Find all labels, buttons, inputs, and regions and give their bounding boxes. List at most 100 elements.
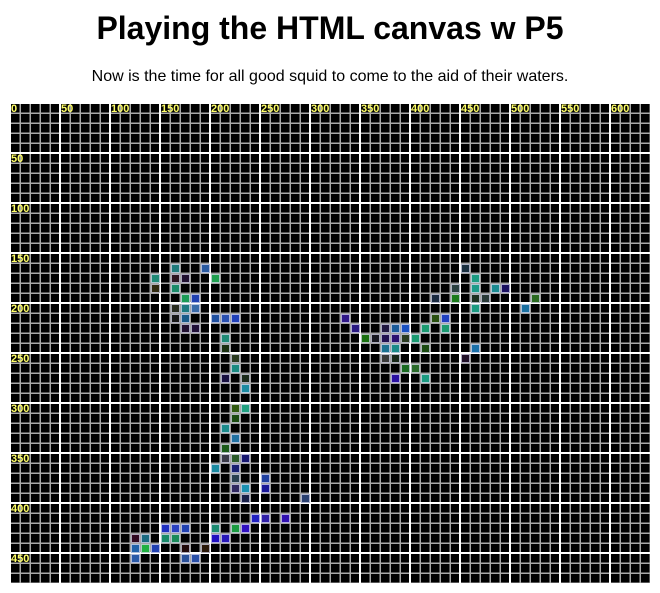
- p5-canvas[interactable]: 0 50 100 150 200 250 300 350 400 450 500 550 600 50 10…: [10, 103, 650, 583]
- x-axis-label: 0: [11, 103, 18, 115]
- grid-cell: [131, 544, 140, 553]
- grid-cell: [411, 334, 420, 343]
- x-axis-label: 350: [361, 103, 380, 115]
- grid-cell: [441, 314, 450, 323]
- x-axis-label: 600: [611, 103, 630, 115]
- grid-cell: [131, 534, 140, 543]
- page-title: Playing the HTML canvas w P5: [96, 10, 564, 46]
- grid-cell: [361, 334, 370, 343]
- grid-cell: [381, 344, 390, 353]
- grid-cell: [471, 294, 480, 303]
- x-axis-label: 300: [311, 103, 330, 115]
- grid-cell: [241, 384, 250, 393]
- grid-cell: [301, 494, 310, 503]
- grid-cell: [421, 374, 430, 383]
- grid-cell: [421, 344, 430, 353]
- grid-cell: [281, 514, 290, 523]
- grid-cell: [381, 334, 390, 343]
- y-axis-label: 250: [11, 353, 30, 365]
- grid-cell: [471, 344, 480, 353]
- grid-cell: [351, 324, 360, 333]
- grid-cell: [471, 304, 480, 313]
- grid-cell: [461, 264, 470, 273]
- grid-cell: [441, 324, 450, 333]
- grid-cell: [171, 304, 180, 313]
- y-axis-label: 450: [11, 553, 30, 565]
- grid-cell: [471, 274, 480, 283]
- grid-cell: [171, 274, 180, 283]
- grid-cell: [411, 364, 420, 373]
- grid-cell: [181, 524, 190, 533]
- grid-cell: [401, 324, 410, 333]
- grid-cell: [211, 464, 220, 473]
- grid-cell: [181, 294, 190, 303]
- grid-cell: [241, 484, 250, 493]
- y-axis-label: 100: [11, 203, 30, 215]
- grid-cell: [261, 484, 270, 493]
- x-axis-label: 450: [461, 103, 480, 115]
- grid-cell: [141, 534, 150, 543]
- grid-cell: [171, 534, 180, 543]
- grid-cell: [211, 274, 220, 283]
- grid-cell: [451, 294, 460, 303]
- grid-cell: [231, 354, 240, 363]
- grid-cell: [171, 284, 180, 293]
- grid-cell: [391, 334, 400, 343]
- grid-cell: [181, 554, 190, 563]
- grid-cell: [151, 544, 160, 553]
- grid-cell: [171, 264, 180, 273]
- grid-cell: [341, 314, 350, 323]
- x-axis-label: 550: [561, 103, 580, 115]
- grid-cell: [231, 484, 240, 493]
- grid-cell: [231, 314, 240, 323]
- grid-cell: [231, 364, 240, 373]
- grid-cell: [391, 354, 400, 363]
- grid-cell: [391, 344, 400, 353]
- y-axis-label: 300: [11, 403, 30, 415]
- grid-cell: [241, 404, 250, 413]
- grid-cell: [211, 534, 220, 543]
- grid-cell: [211, 314, 220, 323]
- grid-cell: [231, 404, 240, 413]
- grid-cell: [241, 494, 250, 503]
- x-axis-label: 200: [211, 103, 230, 115]
- grid-cell: [231, 474, 240, 483]
- grid-cell: [491, 284, 500, 293]
- x-axis-label: 50: [61, 103, 74, 115]
- y-axis-label: 350: [11, 453, 30, 465]
- x-axis-label: 400: [411, 103, 430, 115]
- grid-cell: [161, 534, 170, 543]
- grid-cell: [381, 324, 390, 333]
- x-axis-label: 250: [261, 103, 280, 115]
- grid-cell: [181, 274, 190, 283]
- grid-cell: [401, 364, 410, 373]
- grid-cell: [191, 304, 200, 313]
- grid-cell: [191, 324, 200, 333]
- page-subtitle: Now is the time for all good squid to co…: [91, 68, 569, 85]
- y-axis-label: 200: [11, 303, 30, 315]
- grid-cell: [171, 524, 180, 533]
- grid-cell: [461, 354, 470, 363]
- x-axis-label: 100: [111, 103, 130, 115]
- grid-cell: [221, 334, 230, 343]
- grid-cell: [161, 524, 170, 533]
- grid-cell: [531, 294, 540, 303]
- x-axis-label: 150: [161, 103, 180, 115]
- grid-cell: [201, 544, 210, 553]
- grid-cell: [251, 514, 260, 523]
- y-axis-label: 150: [11, 253, 30, 265]
- grid-cell: [181, 304, 190, 313]
- grid-cell: [221, 534, 230, 543]
- grid-cell: [431, 294, 440, 303]
- grid-cell: [141, 544, 150, 553]
- grid-cell: [231, 454, 240, 463]
- grid-cell: [181, 544, 190, 553]
- grid-cell: [221, 444, 230, 453]
- grid-cell: [381, 354, 390, 363]
- grid-cell: [521, 304, 530, 313]
- grid-cell: [151, 284, 160, 293]
- y-axis-label: 400: [11, 503, 30, 515]
- grid-cell: [241, 454, 250, 463]
- grid-cell: [221, 344, 230, 353]
- grid-cell: [221, 374, 230, 383]
